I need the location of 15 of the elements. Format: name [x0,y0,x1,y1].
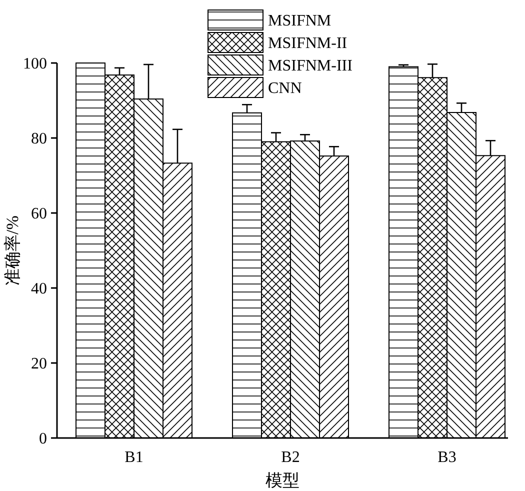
legend-label: MSIFNM-II [268,35,348,52]
x-axis-title: 模型 [266,471,300,490]
legend-label: MSIFNM-III [268,58,352,75]
y-tick-label: 80 [31,130,47,148]
y-axis-title: 准确率/% [3,216,22,286]
x-tick-label: B2 [281,449,300,466]
y-tick-label: 100 [23,56,47,73]
legend-label: MSIFNM [268,12,332,30]
y-tick-label: 20 [31,356,47,373]
x-tick-label: B1 [124,449,144,466]
y-tick-label: 40 [31,280,47,298]
y-tick-label: 0 [39,430,47,448]
legend-label: CNN [268,80,302,98]
y-tick-label: 60 [31,206,47,223]
x-tick-label: B3 [438,449,456,466]
